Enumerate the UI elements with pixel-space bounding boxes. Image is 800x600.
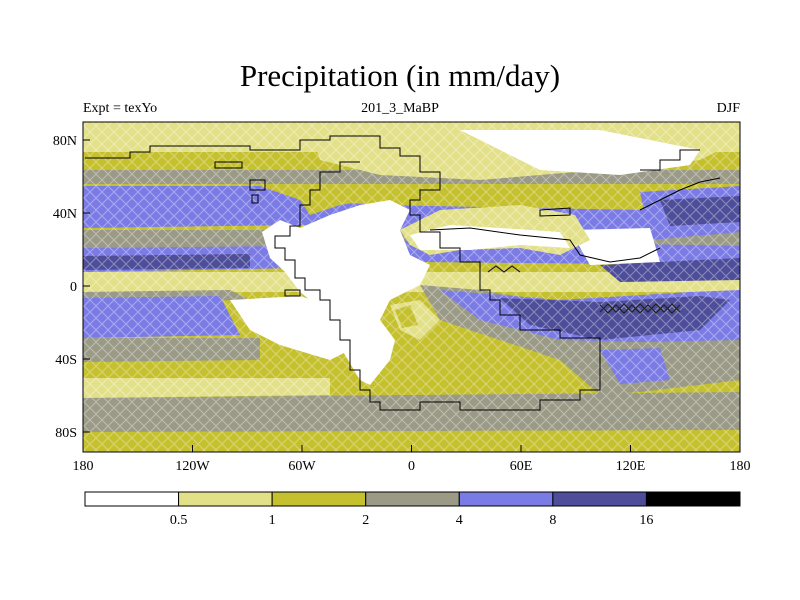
hatch-marks [487,265,681,314]
lon-tick-labels: 180 120W 60W 0 60E 120E 180 [73,459,751,474]
lat-tick-label: 80N [53,134,77,149]
colorbar-label: 8 [549,513,556,528]
lon-tick-label: 60E [510,459,533,474]
lat-tick-label: 0 [70,280,77,295]
colorbar-swatch [552,491,647,507]
experiment-label: Expt = texYo [83,101,158,116]
colorbar-swatch [84,491,180,507]
colorbar-label: 4 [456,513,463,528]
lon-tick-label: 120E [616,459,646,474]
colorbar-swatch [178,491,273,507]
colorbar-label: 1 [269,513,276,528]
lat-tick-label: 40N [53,207,77,222]
lat-tick-labels: 80N 40N 0 40S 80S [53,134,77,441]
map-fill [83,122,740,452]
season-label: DJF [716,101,740,116]
colorbar-label: 0.5 [170,513,188,528]
colorbar-swatch [365,491,460,507]
lon-tick-label: 180 [73,459,94,474]
coastline [85,135,721,411]
colorbar-label: 16 [639,513,653,528]
axis-ticks [82,139,741,452]
time-label: 201_3_MaBP [361,101,439,116]
lon-tick-label: 0 [408,459,415,474]
colorbar-swatch [645,491,741,507]
lon-tick-label: 120W [175,459,210,474]
lon-tick-label: 60W [288,459,316,474]
colorbar-swatch [271,491,367,507]
lon-tick-label: 180 [730,459,751,474]
colorbar-swatch [458,491,554,507]
map-title: Precipitation (in mm/day) [239,58,561,93]
colorbar-label: 2 [362,513,369,528]
lat-tick-label: 80S [55,426,77,441]
colorbar: 0.5 1 2 4 8 16 [84,491,741,528]
lat-tick-label: 40S [55,353,77,368]
